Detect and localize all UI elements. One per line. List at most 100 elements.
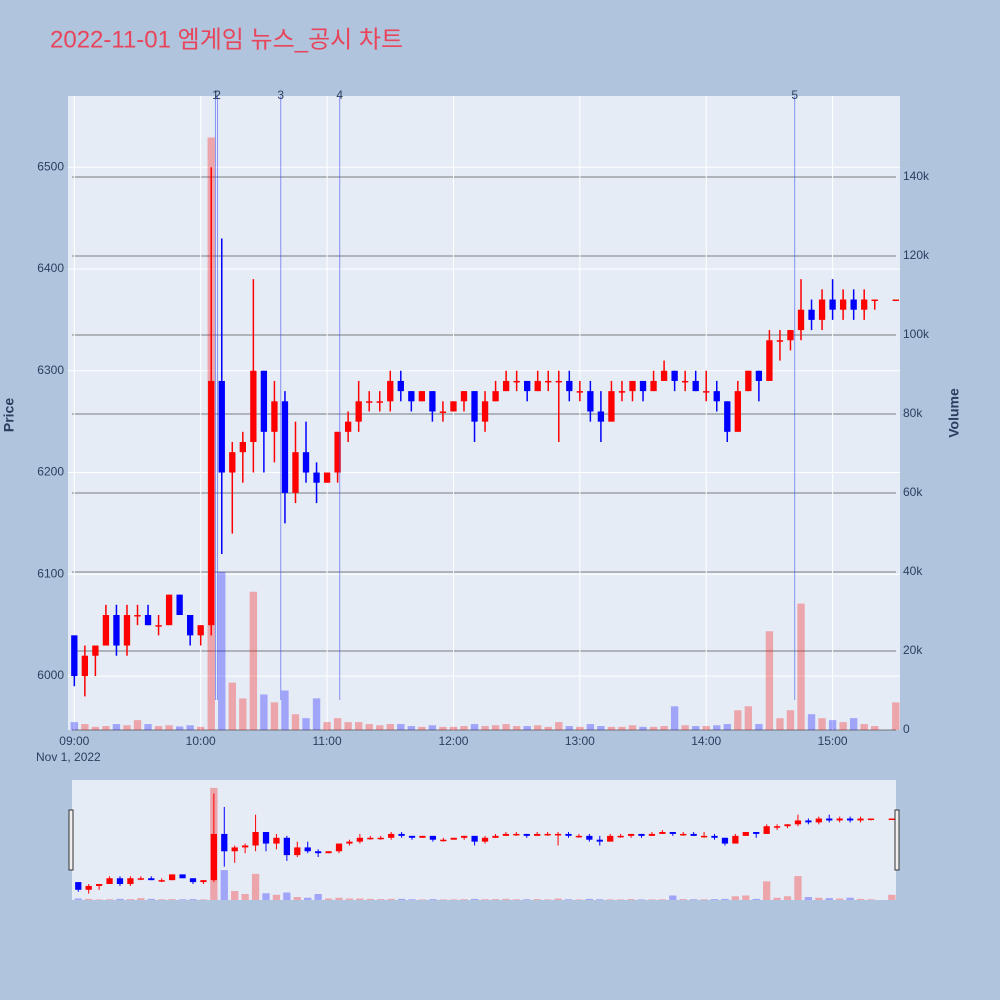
mini-candle-body — [148, 878, 155, 881]
candle-body — [418, 391, 426, 402]
candle-body — [397, 380, 404, 392]
mini-volume-bar — [241, 894, 249, 900]
candle-body — [176, 594, 183, 616]
y-tick-label: 6400 — [37, 261, 64, 275]
candle-body — [660, 370, 668, 381]
mini-volume-bar — [783, 896, 792, 900]
mini-candle-body — [502, 833, 510, 836]
mini-candle-body — [784, 824, 791, 827]
y2-tick-label: 120k — [903, 248, 930, 262]
mini-volume-bar — [231, 891, 239, 900]
volume-bar — [744, 706, 753, 730]
mini-volume-bar — [846, 897, 854, 900]
volume-bar — [512, 726, 521, 730]
candle-body — [197, 625, 204, 636]
volume-bar — [807, 714, 816, 730]
candle-body — [766, 340, 773, 381]
candle-body — [734, 391, 741, 432]
y2-tick-label: 80k — [903, 406, 923, 420]
volume-bar — [144, 724, 152, 730]
volume-bar — [418, 726, 426, 730]
mini-candle-body — [680, 833, 687, 836]
candle-body — [81, 655, 89, 677]
mini-candle-body — [773, 826, 781, 828]
volume-bar — [534, 725, 542, 730]
candle-body — [597, 411, 605, 422]
event-label: 2 — [214, 88, 221, 102]
mini-volume-bar — [690, 899, 698, 900]
mini-candle-body — [356, 837, 364, 842]
volume-bar — [165, 725, 173, 730]
mini-volume-bar — [554, 898, 562, 900]
mini-candle-body — [116, 878, 124, 885]
volume-bar — [460, 726, 468, 730]
mini-candle-body — [575, 835, 583, 838]
mini-volume-bar — [888, 894, 896, 900]
volume-bar — [871, 726, 879, 730]
candle-body — [229, 452, 236, 473]
volume-bar — [175, 726, 184, 730]
mini-volume-bar — [85, 898, 93, 900]
candle-body — [187, 615, 194, 636]
mini-volume-bar — [856, 898, 865, 900]
candle-body — [818, 299, 826, 320]
mini-volume-bar — [794, 876, 802, 900]
candle-body — [639, 380, 647, 392]
y2-tick-label: 0 — [903, 722, 910, 736]
volume-bar — [839, 722, 847, 730]
volume-bar — [397, 724, 405, 730]
volume-bar — [607, 726, 616, 730]
mini-candle-body — [648, 833, 656, 836]
mini-candle-body — [857, 818, 864, 821]
mini-candle-body — [617, 835, 624, 838]
mini-volume-bar — [116, 898, 124, 900]
mini-volume-bar — [439, 899, 447, 900]
mini-volume-bar — [804, 897, 813, 900]
y-axis-title: Price — [1, 398, 17, 432]
volume-bar — [218, 571, 226, 730]
range-handle[interactable] — [68, 809, 74, 871]
mini-volume-bar — [377, 899, 385, 900]
mini-volume-bar — [199, 899, 208, 900]
candle-body — [260, 370, 268, 432]
mini-volume-bar — [606, 899, 614, 900]
y-tick-label: 6100 — [37, 566, 64, 580]
mini-volume-bar — [669, 895, 677, 900]
volume-bar — [618, 726, 626, 730]
mini-candle-body — [388, 833, 395, 838]
volume-bar — [323, 722, 331, 730]
candle-body — [534, 380, 541, 392]
mini-candle-body — [95, 884, 103, 886]
mini-volume-bar — [304, 897, 312, 900]
candle-body — [776, 340, 784, 342]
volume-bar — [239, 698, 247, 730]
volume-bar — [439, 726, 447, 730]
mini-candle-body — [335, 843, 343, 852]
mini-candle-body — [273, 837, 280, 844]
candle-body — [502, 380, 510, 392]
event-label: 3 — [277, 88, 284, 102]
mini-candle-body — [367, 837, 374, 840]
mini-volume-bar — [710, 899, 719, 900]
volume-bar — [892, 702, 900, 730]
volume-bar — [91, 726, 100, 730]
candle-body — [323, 472, 331, 483]
range-handle[interactable] — [894, 809, 900, 871]
mini-volume-bar — [721, 898, 729, 900]
mini-candle-body — [492, 835, 499, 838]
mini-volume-bar — [648, 899, 656, 900]
volume-bar — [565, 726, 573, 730]
mini-candle-body — [763, 826, 770, 834]
volume-bar — [555, 722, 563, 730]
mini-volume-bar — [366, 898, 374, 900]
mini-volume-bar — [356, 898, 364, 900]
y2-tick-label: 20k — [903, 643, 923, 657]
candle-body — [334, 431, 341, 473]
mini-candle-body — [169, 874, 176, 881]
y-tick-label: 6500 — [37, 159, 64, 173]
candle-body — [218, 380, 225, 473]
mini-volume-bar — [502, 898, 510, 900]
candle-body — [839, 299, 847, 310]
x-tick-label: 13:00 — [565, 734, 595, 748]
volume-bar — [702, 726, 710, 730]
